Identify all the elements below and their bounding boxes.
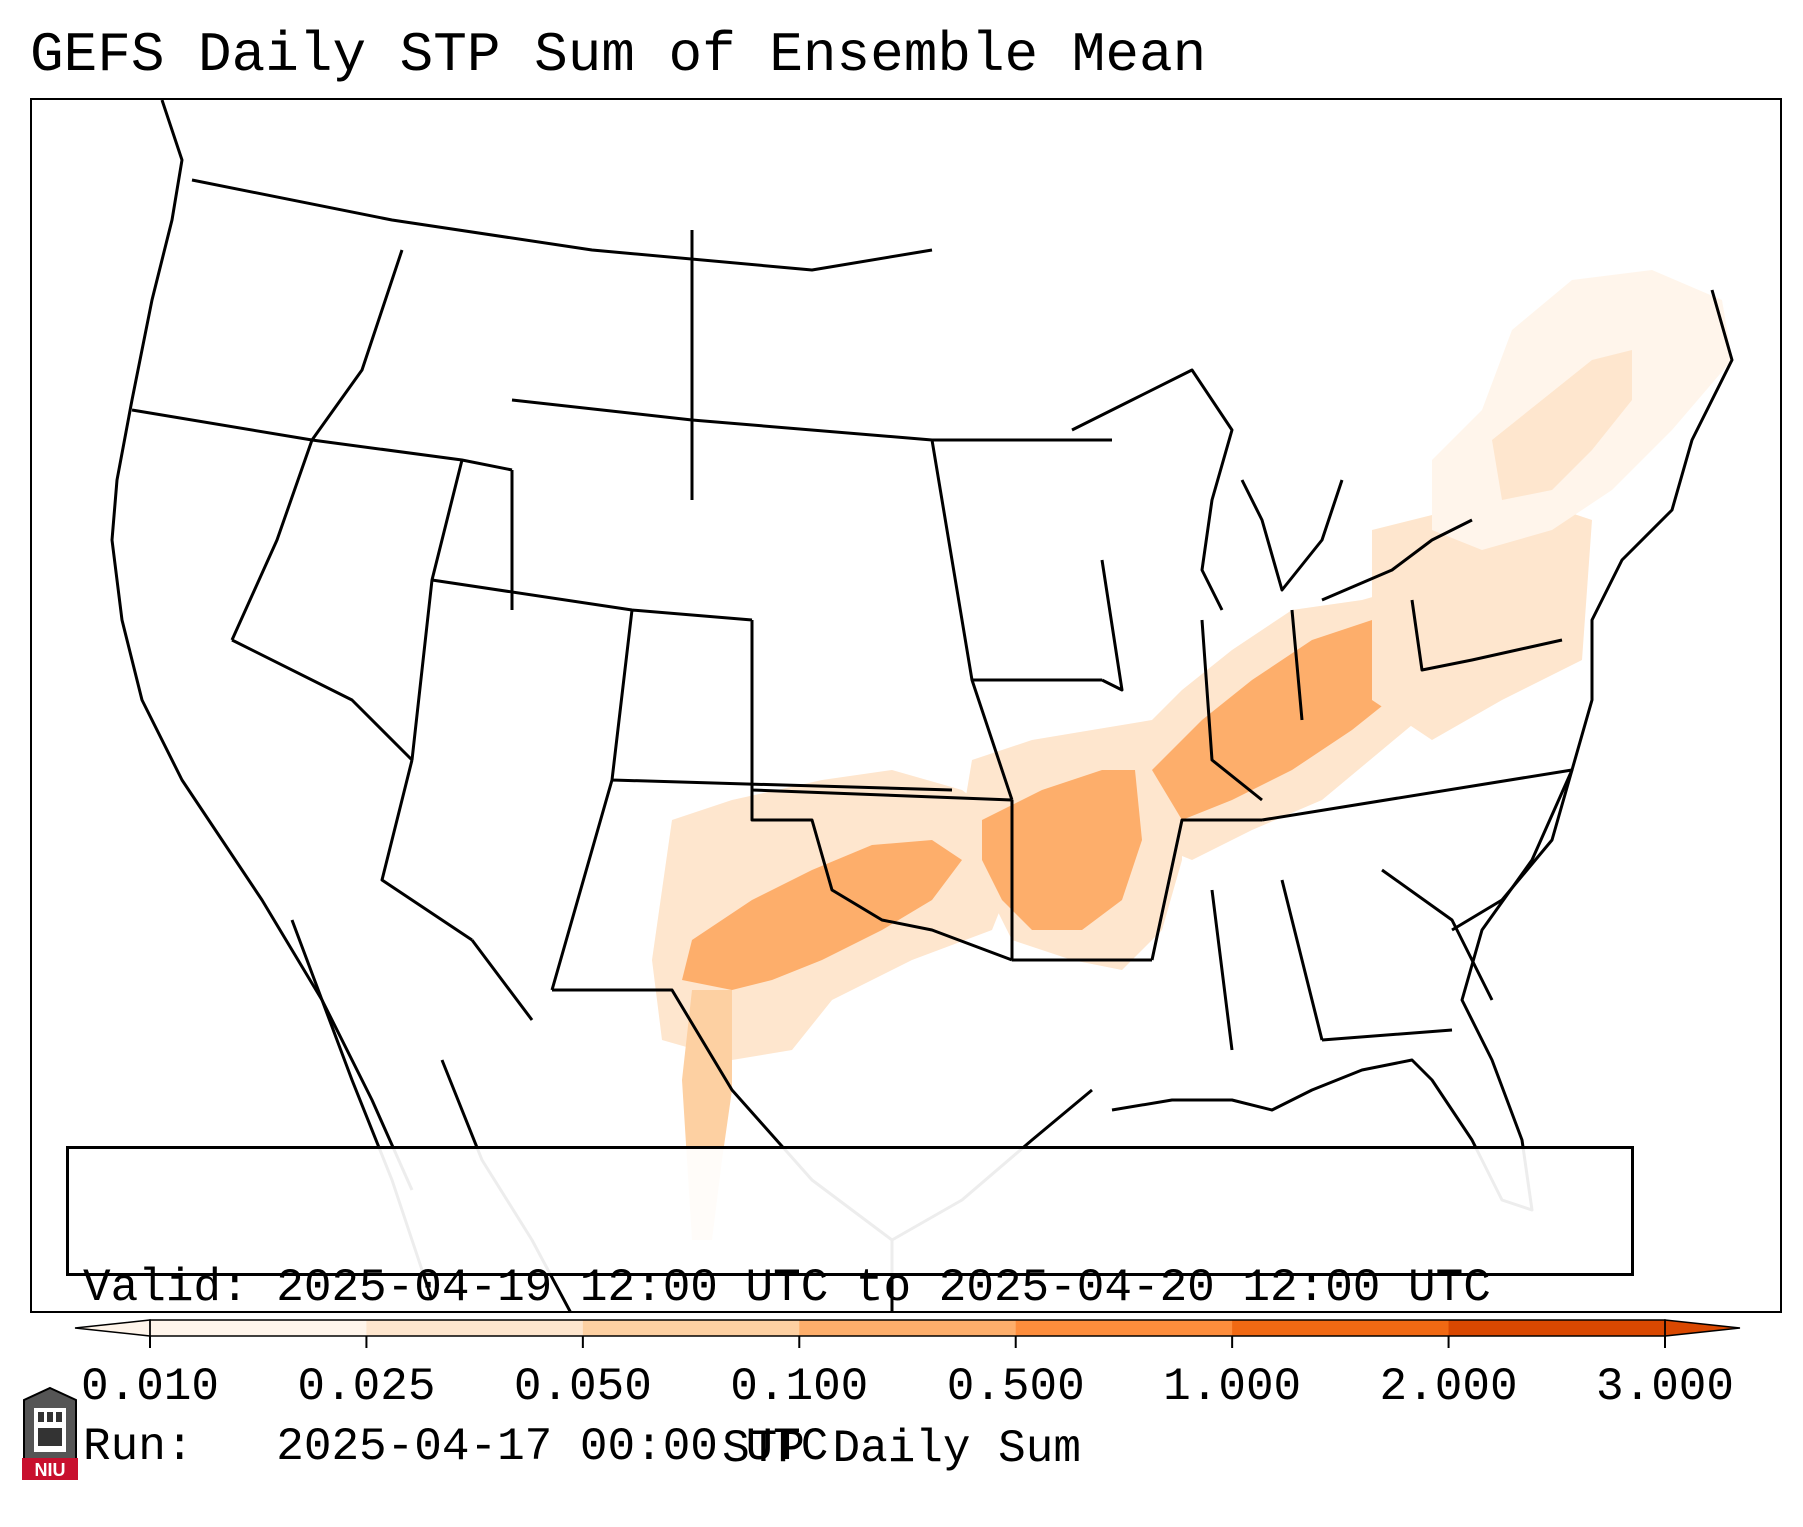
colorbar-tick-label: 2.000 [1379, 1361, 1518, 1413]
colorbar-swatches [150, 1320, 1666, 1336]
colorbar-swatch [366, 1320, 584, 1336]
map-borders [110, 100, 1734, 1311]
colorbar-outline [149, 1319, 1666, 1337]
stp-area-arkansas [982, 770, 1142, 930]
pacific-coastline [110, 100, 434, 1301]
state-lines-central [552, 230, 1152, 1242]
state-lines-east [1100, 559, 1574, 1051]
colorbar-swatch [1015, 1320, 1233, 1336]
colorbar-tick-label: 0.010 [80, 1361, 220, 1413]
canada-us-border [191, 178, 933, 272]
colorbar-tick-label: 0.050 [513, 1361, 652, 1413]
colorbar-tick-label: 0.025 [297, 1361, 436, 1413]
svg-text:NIU: NIU [35, 1460, 66, 1480]
stp-map [110, 100, 1734, 1311]
colorbar-swatch [799, 1320, 1017, 1336]
colorbar-swatch [1448, 1320, 1666, 1336]
niu-logo: NIU [22, 1386, 78, 1480]
map-panel [30, 98, 1782, 1313]
stp-area-new-york [1492, 350, 1632, 500]
atlantic-coastline [1111, 289, 1734, 1212]
colorbar-swatch [582, 1320, 800, 1336]
stp-area-southern-plains [682, 840, 962, 990]
colorbar-ticks [149, 1336, 1666, 1348]
stp-shading [652, 270, 1732, 1240]
great-lakes [1071, 368, 1473, 611]
colorbar-swatch [150, 1320, 367, 1336]
valid-time-text: Valid: 2025-04-19 12:00 UTC to 2025-04-2… [83, 1262, 1491, 1314]
validity-info-box: Valid: 2025-04-19 12:00 UTC to 2025-04-2… [66, 1146, 1634, 1473]
page-title: GEFS Daily STP Sum of Ensemble Mean [30, 23, 1207, 87]
colorbar [74, 1319, 1741, 1348]
colorbar-swatch [1232, 1320, 1450, 1336]
colorbar-upper-extension [1664, 1319, 1741, 1337]
colorbar-tick-label: 0.100 [730, 1361, 869, 1413]
colorbar-tick-label: 3.000 [1595, 1361, 1735, 1413]
colorbar-tick-label: 1.000 [1163, 1361, 1302, 1413]
colorbar-title: STP Daily Sum [722, 1423, 1081, 1475]
colorbar-tick-label: 0.500 [946, 1361, 1085, 1413]
run-time-text: Run: 2025-04-17 00:00 UTC [83, 1421, 829, 1473]
stp-area-mid-atlantic-light [1372, 500, 1592, 740]
colorbar-lower-extension [74, 1319, 151, 1337]
